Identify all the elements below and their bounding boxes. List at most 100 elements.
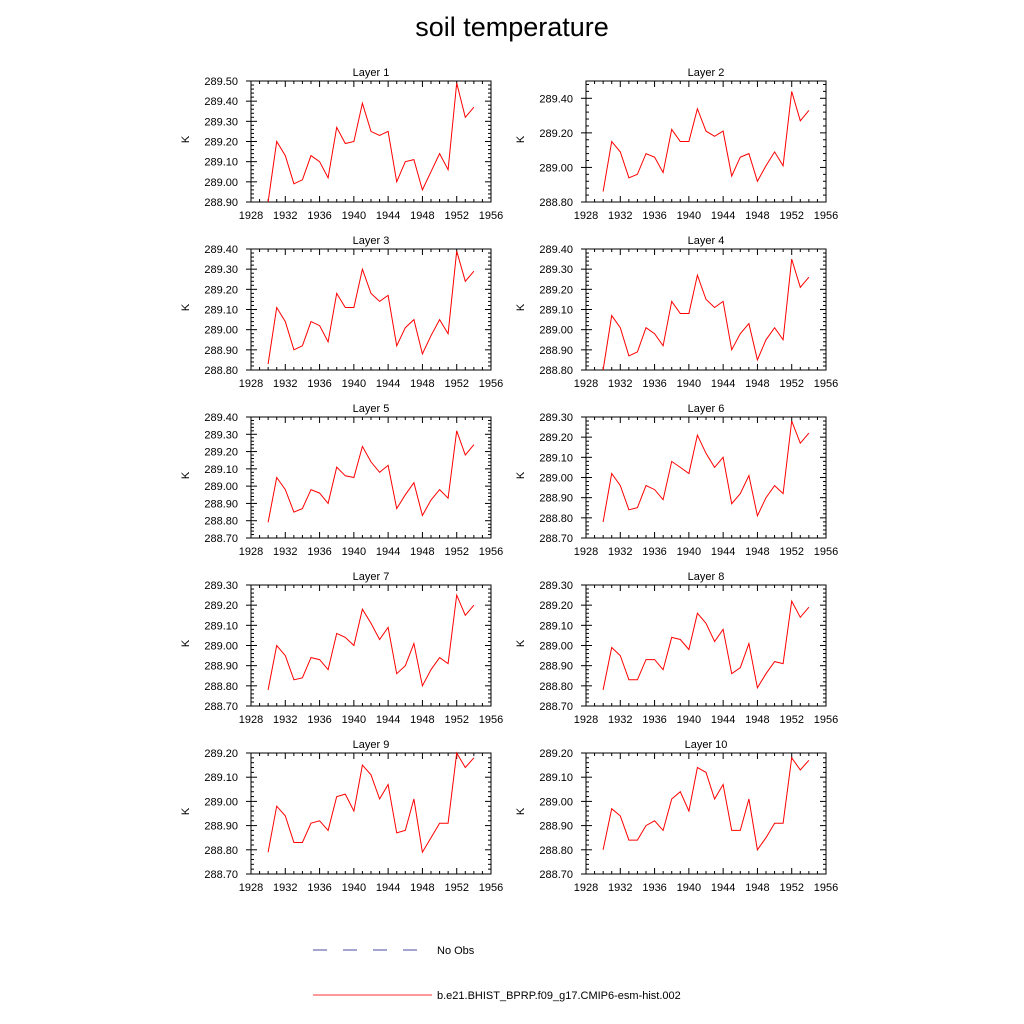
x-tick-label: 1944 <box>711 546 735 558</box>
page-title: soil temperature <box>415 12 609 42</box>
x-tick-label: 1956 <box>479 714 503 726</box>
panel-title: Layer 2 <box>688 67 725 79</box>
x-tick-label: 1932 <box>273 546 297 558</box>
y-tick-label: 289.00 <box>539 641 573 653</box>
x-tick-label: 1928 <box>239 210 263 222</box>
y-tick-label: 288.80 <box>539 513 573 525</box>
plot-frame <box>250 584 492 707</box>
x-tick-label: 1940 <box>677 546 701 558</box>
x-tick-label: 1948 <box>410 378 434 390</box>
y-tick-label: 289.30 <box>539 580 573 592</box>
x-tick-label: 1944 <box>376 714 400 726</box>
y-tick-label: 289.20 <box>204 748 238 760</box>
chart-panel-1: Layer 1 K 1928 1932 1936 1940 1944 1948 1952 1956… <box>180 67 503 222</box>
plot-frame <box>250 752 492 875</box>
x-tick-label: 1940 <box>677 882 701 894</box>
y-tick-label: 288.70 <box>539 533 573 545</box>
y-tick-label: 289.20 <box>539 432 573 444</box>
y-tick-label: 288.80 <box>204 516 238 528</box>
y-tick-label: 288.70 <box>204 869 238 881</box>
x-tick-label: 1948 <box>745 378 769 390</box>
y-tick-label: 289.40 <box>204 244 238 256</box>
y-tick-label: 289.10 <box>204 772 238 784</box>
x-tick-label: 1944 <box>376 882 400 894</box>
y-tick-label: 289.40 <box>539 93 573 105</box>
x-tick-label: 1956 <box>814 546 838 558</box>
x-tick-label: 1928 <box>239 546 263 558</box>
x-tick-label: 1940 <box>342 546 366 558</box>
y-tick-label: 289.10 <box>204 464 238 476</box>
y-tick-label: 289.30 <box>204 429 238 441</box>
y-tick-label: 288.70 <box>539 869 573 881</box>
x-tick-label: 1948 <box>410 546 434 558</box>
y-tick-label: 289.10 <box>539 772 573 784</box>
series-line <box>267 593 475 690</box>
y-tick-label: 289.30 <box>204 116 238 128</box>
x-tick-label: 1948 <box>410 714 434 726</box>
y-tick-label: 289.10 <box>204 157 238 169</box>
y-tick-label: 289.00 <box>204 481 238 493</box>
x-tick-label: 1932 <box>273 378 297 390</box>
x-tick-label: 1928 <box>239 714 263 726</box>
y-tick-label: 289.10 <box>204 305 238 317</box>
y-tick-label: 289.30 <box>204 264 238 276</box>
x-tick-label: 1944 <box>376 210 400 222</box>
y-tick-label: 289.00 <box>204 325 238 337</box>
y-tick-label: 289.00 <box>539 162 573 174</box>
x-tick-label: 1928 <box>574 210 598 222</box>
y-axis-label: K <box>515 639 527 647</box>
x-tick-label: 1936 <box>307 546 331 558</box>
y-axis-label: K <box>180 639 192 647</box>
y-tick-label: 288.90 <box>204 821 238 833</box>
plot-frame <box>585 248 827 371</box>
y-tick-label: 289.00 <box>204 796 238 808</box>
y-tick-label: 289.00 <box>539 796 573 808</box>
y-tick-label: 288.90 <box>539 345 573 357</box>
y-axis-label: K <box>180 807 192 815</box>
y-axis-label: K <box>515 807 527 815</box>
chart-panel-9: Layer 9 K 1928 1932 1936 1940 1944 1948 1952 1956… <box>180 739 503 894</box>
y-tick-label: 289.20 <box>204 447 238 459</box>
panel-title: Layer 9 <box>353 739 390 751</box>
x-tick-label: 1944 <box>711 210 735 222</box>
x-tick-label: 1944 <box>711 714 735 726</box>
chart-panel-7: Layer 7 K 1928 1932 1936 1940 1944 1948 1952 1956… <box>180 571 503 726</box>
y-axis-label: K <box>515 135 527 143</box>
x-tick-label: 1928 <box>574 714 598 726</box>
x-tick-label: 1952 <box>779 546 803 558</box>
x-tick-label: 1936 <box>642 378 666 390</box>
series-line <box>602 91 810 192</box>
y-tick-label: 288.80 <box>204 681 238 693</box>
x-tick-label: 1936 <box>642 882 666 894</box>
y-tick-label: 289.10 <box>539 305 573 317</box>
y-tick-label: 289.00 <box>204 177 238 189</box>
series-line <box>267 250 475 365</box>
x-tick-label: 1940 <box>677 714 701 726</box>
x-tick-label: 1936 <box>642 210 666 222</box>
y-tick-label: 288.80 <box>539 681 573 693</box>
y-tick-label: 288.80 <box>539 365 573 377</box>
panel-title: Layer 5 <box>353 403 390 415</box>
x-tick-label: 1948 <box>745 546 769 558</box>
y-tick-label: 289.40 <box>539 244 573 256</box>
panel-title: Layer 1 <box>353 67 390 79</box>
x-tick-label: 1948 <box>745 210 769 222</box>
series-line <box>602 420 810 522</box>
y-tick-label: 289.30 <box>539 264 573 276</box>
x-tick-label: 1956 <box>479 210 503 222</box>
y-tick-label: 289.20 <box>539 284 573 296</box>
x-tick-label: 1956 <box>814 882 838 894</box>
x-tick-label: 1956 <box>814 210 838 222</box>
x-tick-label: 1956 <box>814 714 838 726</box>
y-tick-label: 289.30 <box>204 580 238 592</box>
x-tick-label: 1948 <box>745 714 769 726</box>
y-tick-label: 288.80 <box>204 365 238 377</box>
x-tick-label: 1952 <box>444 714 468 726</box>
x-tick-label: 1956 <box>479 546 503 558</box>
x-tick-label: 1952 <box>444 378 468 390</box>
x-tick-label: 1928 <box>239 882 263 894</box>
chart-panel-8: Layer 8 K 1928 1932 1936 1940 1944 1948 1952 1956… <box>515 571 838 726</box>
panel-title: Layer 10 <box>685 739 728 751</box>
x-tick-label: 1932 <box>273 210 297 222</box>
